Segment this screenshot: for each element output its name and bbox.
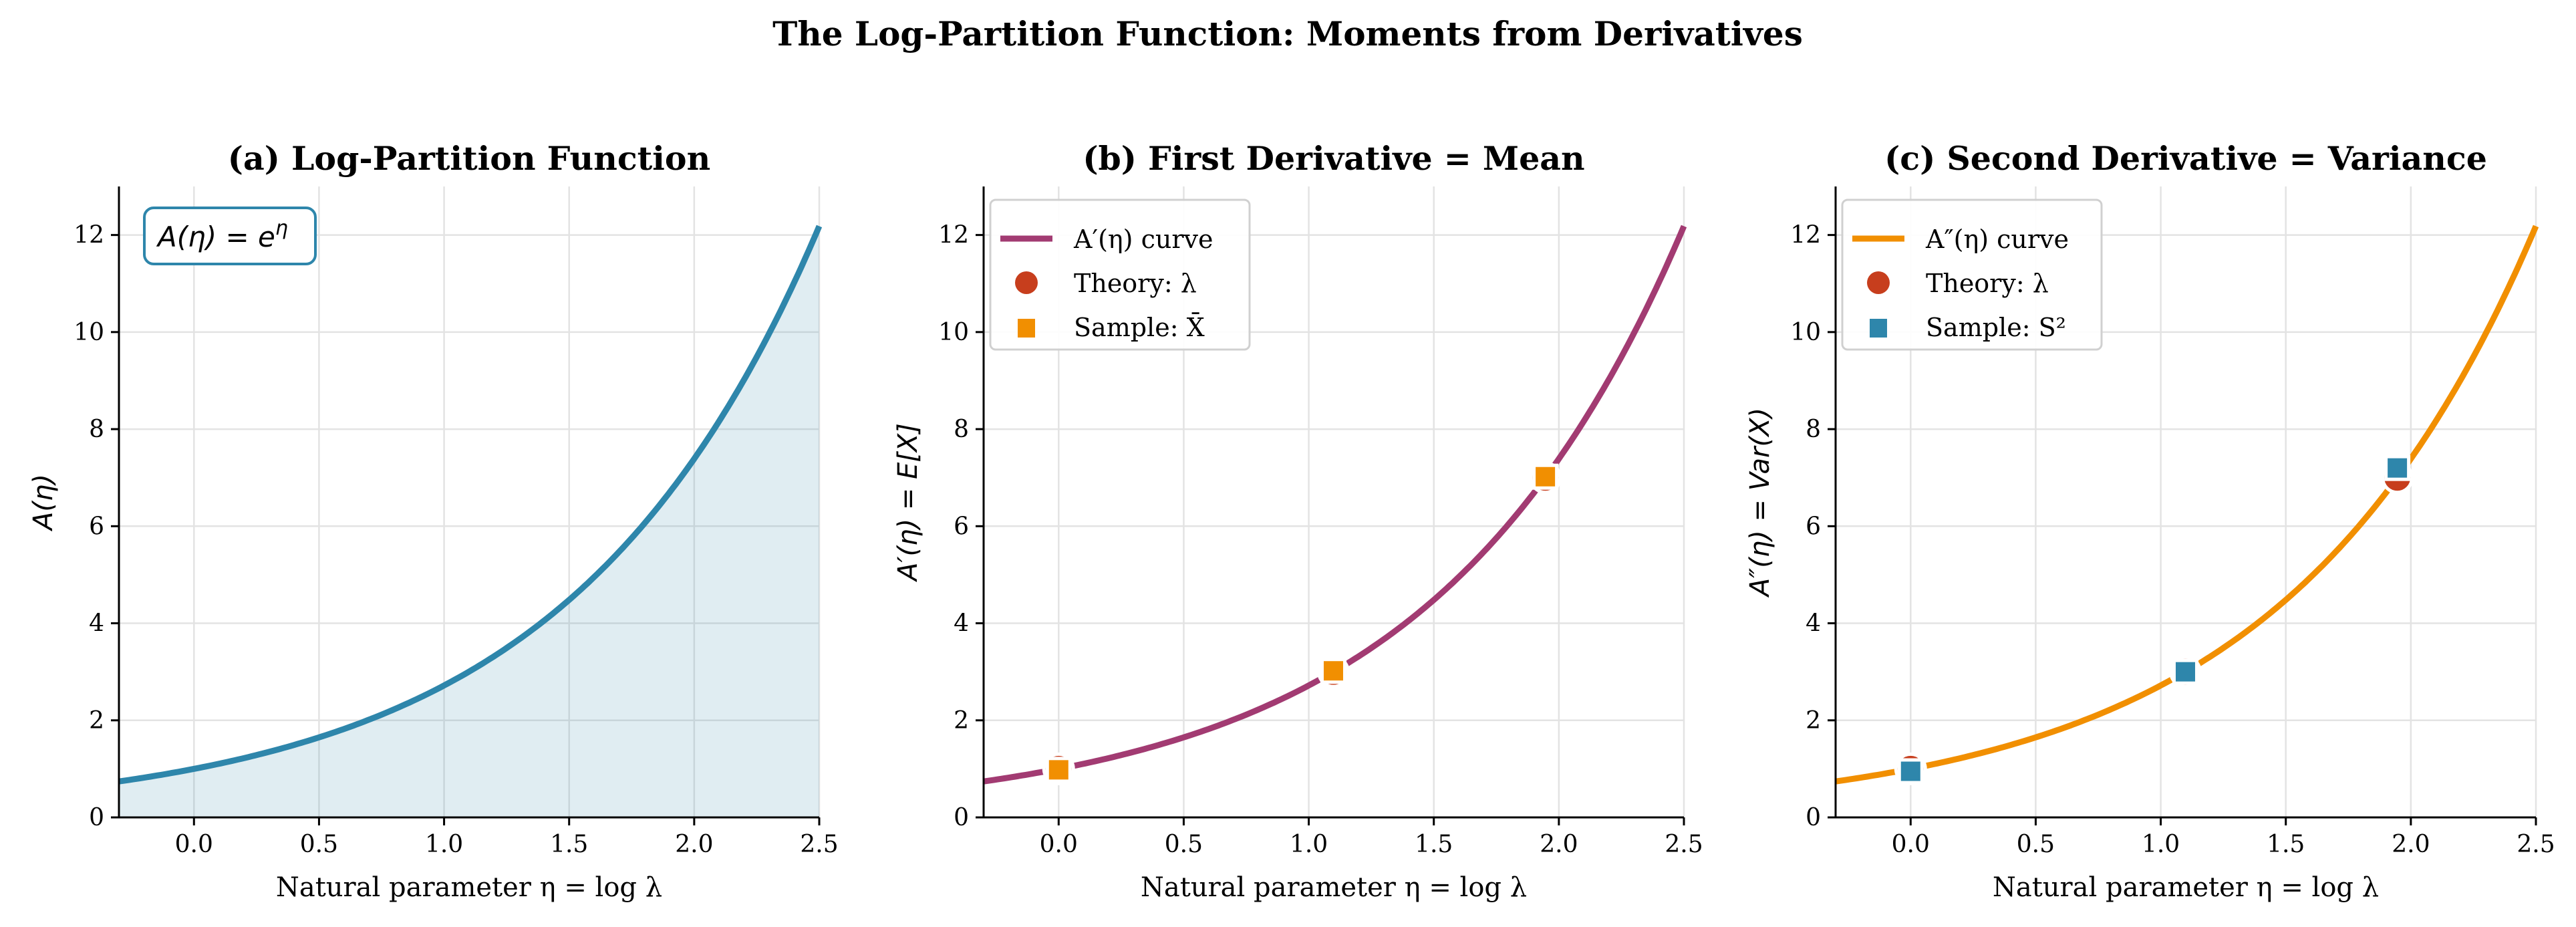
legend-entry: Theory: λ bbox=[1926, 269, 2049, 298]
y-tick-label: 0 bbox=[954, 804, 969, 831]
x-tick-label: 0.0 bbox=[1892, 831, 1930, 858]
x-tick-label: 0.5 bbox=[1165, 831, 1203, 858]
y-tick-label: 12 bbox=[1790, 222, 1821, 249]
figure-title: The Log-Partition Function: Moments from… bbox=[772, 14, 1803, 53]
legend-circle-swatch bbox=[1867, 271, 1890, 294]
sample-point bbox=[1897, 758, 1924, 785]
sample-point bbox=[2172, 658, 2198, 685]
x-axis-label: Natural parameter η = log λ bbox=[1993, 872, 2379, 903]
y-axis-label: A(η) bbox=[28, 474, 59, 532]
x-tick-label: 0.5 bbox=[300, 831, 338, 858]
x-tick-label: 1.0 bbox=[1290, 831, 1328, 858]
x-tick-label: 2.5 bbox=[2517, 831, 2555, 858]
sample-point bbox=[1320, 658, 1346, 684]
x-tick-label: 1.0 bbox=[2142, 831, 2180, 858]
legend-entry: Sample: X̄ bbox=[1074, 313, 1205, 342]
sample-point bbox=[1532, 463, 1559, 490]
panel-c: 0.0 0.5 1.0 1.5 2.0 2.5 0 2 4 6 8 10 12 (c) Second De… bbox=[1745, 139, 2555, 903]
y-axis-label: A′(η) = E[X] bbox=[893, 423, 923, 583]
y-tick-label: 10 bbox=[74, 319, 104, 346]
x-tick-label: 1.5 bbox=[550, 831, 588, 858]
x-tick-label: 0.5 bbox=[2017, 831, 2055, 858]
x-tick-label: 1.5 bbox=[1415, 831, 1453, 858]
legend-entry: A′(η) curve bbox=[1073, 225, 1213, 254]
x-axis-label: Natural parameter η = log λ bbox=[276, 872, 662, 903]
legend-entry: A″(η) curve bbox=[1925, 225, 2069, 254]
area-fill bbox=[119, 226, 819, 817]
y-tick-label: 6 bbox=[954, 513, 969, 540]
x-tick-label: 0.0 bbox=[1040, 831, 1078, 858]
curve-line bbox=[118, 225, 823, 785]
sample-point bbox=[1045, 757, 1072, 783]
y-tick-label: 12 bbox=[938, 222, 969, 249]
y-tick-label: 2 bbox=[1806, 707, 1821, 735]
sample-point bbox=[2384, 454, 2411, 481]
x-tick-label: 2.5 bbox=[1665, 831, 1703, 858]
x-tick-label: 2.0 bbox=[2392, 831, 2430, 858]
legend-circle-swatch bbox=[1015, 271, 1038, 294]
y-tick-label: 8 bbox=[954, 416, 969, 443]
legend-square-swatch bbox=[1018, 319, 1035, 338]
panel-title: (c) Second Derivative = Variance bbox=[1884, 139, 2487, 178]
x-tick-label: 2.0 bbox=[675, 831, 713, 858]
legend-entry: Sample: S² bbox=[1926, 313, 2066, 342]
y-tick-label: 12 bbox=[74, 222, 104, 249]
legend-box bbox=[1841, 198, 2103, 351]
x-tick-label: 2.5 bbox=[800, 831, 838, 858]
annotation-text: A(η) = eη bbox=[156, 217, 288, 253]
y-tick-label: 0 bbox=[89, 804, 104, 831]
y-tick-label: 8 bbox=[89, 416, 104, 443]
panel-a: 0.0 0.5 1.0 1.5 2.0 2.5 0 2 4 6 8 10 12 (a) Log-Parti… bbox=[28, 139, 839, 903]
x-tick-label: 1.0 bbox=[425, 831, 463, 858]
legend-box bbox=[989, 198, 1251, 351]
x-tick-label: 2.0 bbox=[1540, 831, 1578, 858]
panel-title: (a) Log-Partition Function bbox=[228, 139, 710, 178]
x-axis-label: Natural parameter η = log λ bbox=[1141, 872, 1527, 903]
y-tick-label: 6 bbox=[1806, 513, 1821, 540]
y-tick-label: 4 bbox=[954, 610, 969, 638]
annotation-box bbox=[143, 207, 317, 265]
y-tick-label: 8 bbox=[1806, 416, 1821, 443]
y-tick-label: 10 bbox=[938, 319, 969, 346]
legend-square-swatch bbox=[1870, 319, 1887, 338]
annotation-superscript: η bbox=[275, 217, 288, 240]
y-tick-label: 10 bbox=[1790, 319, 1821, 346]
y-tick-label: 2 bbox=[954, 707, 969, 735]
y-tick-label: 6 bbox=[89, 513, 104, 540]
y-tick-label: 0 bbox=[1806, 804, 1821, 831]
x-tick-label: 1.5 bbox=[2267, 831, 2305, 858]
y-tick-label: 4 bbox=[89, 610, 104, 638]
y-tick-label: 4 bbox=[1806, 610, 1821, 638]
y-axis-label: A″(η) = Var(X) bbox=[1745, 408, 1775, 598]
legend-entry: Theory: λ bbox=[1074, 269, 1197, 298]
x-tick-label: 0.0 bbox=[175, 831, 213, 858]
panel-title: (b) First Derivative = Mean bbox=[1083, 139, 1584, 178]
panel-b: 0.0 0.5 1.0 1.5 2.0 2.5 0 2 4 6 8 10 12 (b) First Der… bbox=[893, 139, 1703, 903]
y-tick-label: 2 bbox=[89, 707, 104, 735]
